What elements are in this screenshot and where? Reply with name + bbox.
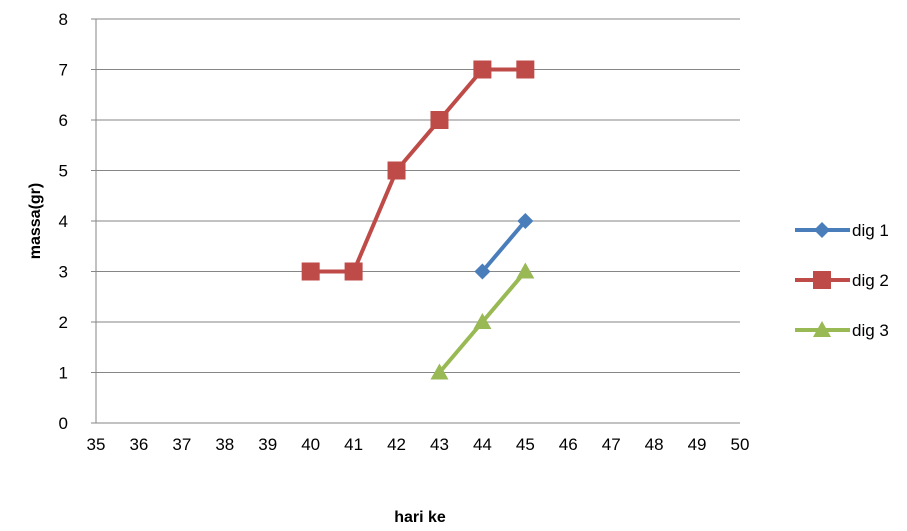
- y-axis-title: massa(gr): [27, 183, 44, 259]
- data-point: [387, 161, 406, 180]
- data-point: [516, 60, 535, 79]
- x-tick-label: 35: [87, 435, 106, 454]
- legend-marker: [813, 321, 831, 337]
- data-point: [473, 60, 492, 79]
- legend-item: dig 2: [795, 271, 889, 290]
- y-tick-label: 3: [59, 263, 68, 282]
- y-tick-label: 0: [59, 414, 68, 433]
- legend-item: dig 3: [795, 321, 889, 340]
- y-tick-label: 5: [59, 162, 68, 181]
- legend-label: dig 1: [852, 221, 889, 240]
- x-tick-label: 46: [559, 435, 578, 454]
- series-dig-2: [301, 60, 535, 281]
- series-line: [480, 219, 527, 273]
- data-point: [430, 111, 449, 129]
- x-axis-title: hari ke: [394, 509, 446, 526]
- series-dig-3: [430, 262, 535, 380]
- x-tick-label: 41: [344, 435, 363, 454]
- x-tick-label: 38: [215, 435, 234, 454]
- y-tick-label: 4: [59, 212, 68, 231]
- x-tick-labels: 35 36 37 38 39 40 41 42 43 44 45 46 47 48 49 50: [87, 435, 750, 454]
- x-tick-label: 39: [258, 435, 277, 454]
- x-tick-label: 49: [688, 435, 707, 454]
- y-tick-label: 8: [59, 10, 68, 29]
- y-tick-label: 6: [59, 111, 68, 130]
- x-tick-label: 43: [430, 435, 449, 454]
- legend-item: dig 1: [795, 221, 889, 240]
- series-dig-1: [474, 213, 534, 280]
- x-tick-label: 37: [172, 435, 191, 454]
- data-point: [430, 363, 449, 380]
- x-tick-label: 50: [731, 435, 750, 454]
- x-tick-label: 36: [129, 435, 148, 454]
- data-point: [473, 313, 492, 329]
- data-point: [474, 263, 491, 280]
- x-tick-label: 44: [473, 435, 492, 454]
- axes: [91, 18, 740, 424]
- legend-marker: [813, 271, 831, 289]
- y-tick-label: 7: [59, 61, 68, 80]
- x-tick-label: 45: [516, 435, 535, 454]
- legend-label: dig 2: [852, 271, 889, 290]
- x-tick-label: 42: [387, 435, 406, 454]
- data-point: [344, 262, 363, 281]
- data-point: [516, 262, 535, 279]
- data-point: [517, 213, 534, 229]
- x-tick-label: 47: [602, 435, 621, 454]
- y-tick-labels: 0 1 2 3 4 5 6 7 8: [59, 10, 68, 433]
- legend-label: dig 3: [852, 321, 889, 340]
- series-lines: [301, 60, 535, 380]
- y-tick-label: 2: [59, 313, 68, 332]
- legend: dig 1 dig 2 dig 3: [795, 221, 889, 340]
- data-point: [301, 262, 320, 281]
- x-tick-label: 40: [301, 435, 320, 454]
- x-tick-label: 48: [645, 435, 664, 454]
- y-tick-label: 1: [59, 364, 68, 383]
- gridlines: [96, 18, 740, 373]
- legend-marker: [814, 222, 830, 238]
